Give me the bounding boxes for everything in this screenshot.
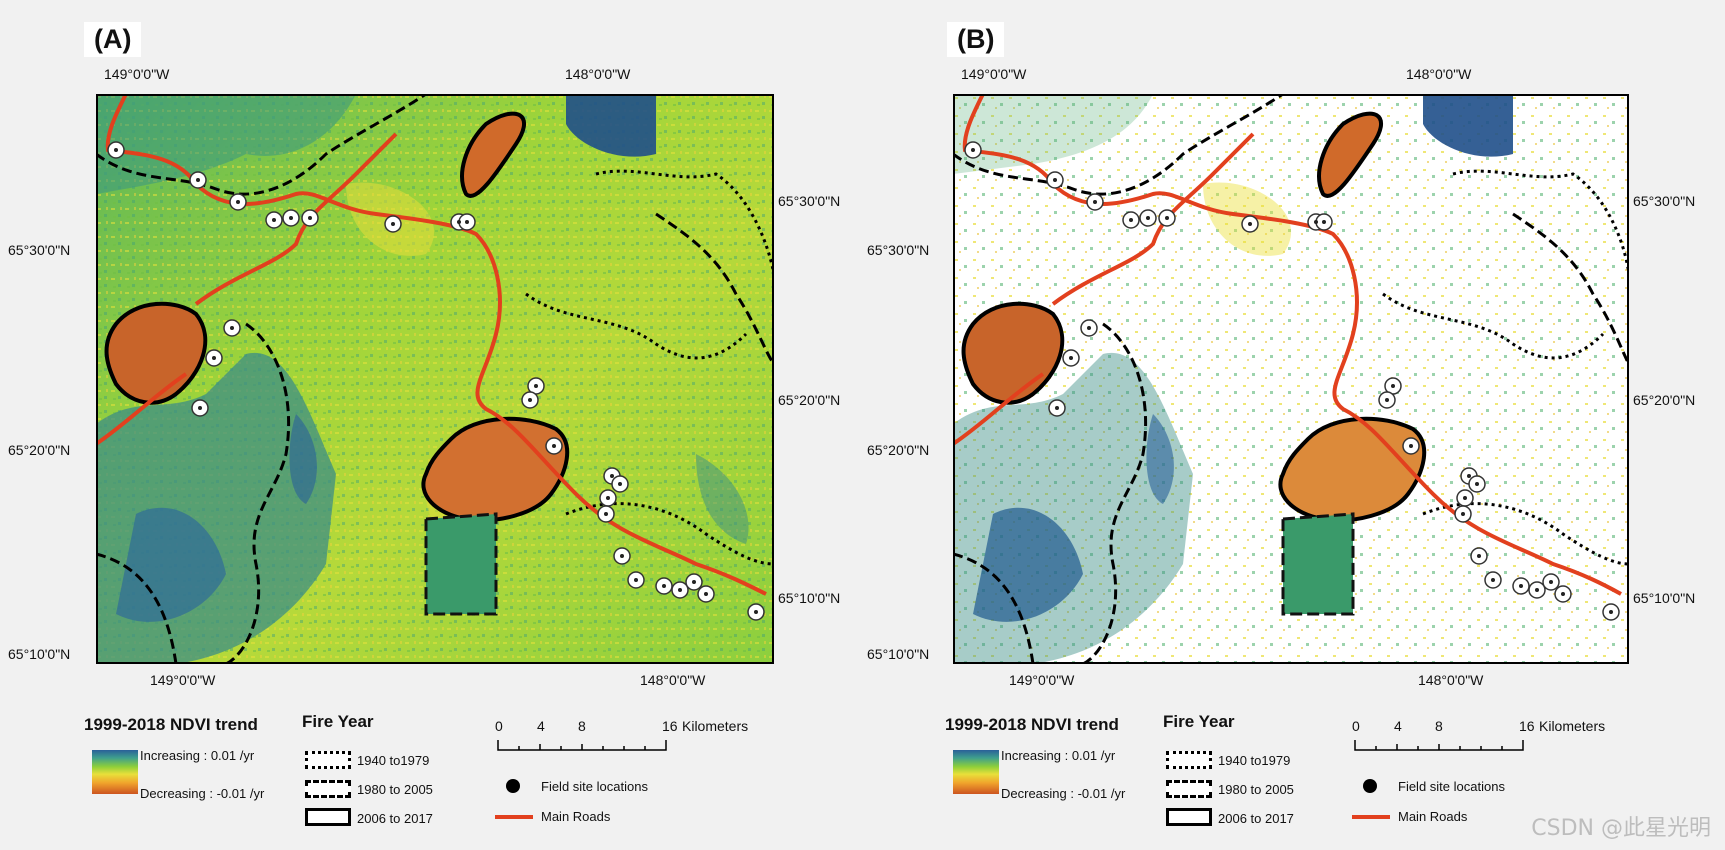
ndvi-significant-trend-map [953,94,1629,664]
scale-tick-8: 8 [578,718,586,734]
fire-perimeter-1980-2005 [953,94,1284,196]
field-site-legend-label: Field site locations [1398,779,1505,794]
fire-year-title: Fire Year [302,712,374,731]
fire-label-2006-2017: 2006 to 2017 [357,811,433,826]
coord-right-upper: 65°30'0"N [1633,193,1696,209]
coord-right-middle: 65°20'0"N [1633,392,1696,408]
fire-label-1980-2005: 1980 to 2005 [357,782,433,797]
coord-left-lower: 65°10'0"N [867,646,930,662]
ndvi-gradient-swatch [92,750,138,794]
coord-left-middle: 65°20'0"N [8,442,71,458]
panel-label: (A) [84,22,142,57]
panel-b: (B) 149°0'0"W 148°0'0"W 65°30'0"N 65°20'… [863,0,1725,850]
road-legend-symbol [1352,815,1390,819]
ndvi-decreasing-label: Decreasing : -0.01 /yr [140,786,265,801]
field-site-centers [971,148,1613,614]
scale-tick-16: 16 [1519,718,1535,734]
coord-right-lower: 65°10'0"N [778,590,841,606]
scale-tick-4: 4 [1394,718,1402,734]
ndvi-decreasing-label: Decreasing : -0.01 /yr [1001,786,1126,801]
panel-label: (B) [947,22,1005,57]
coord-left-upper: 65°30'0"N [8,242,71,258]
field-site-legend-label: Field site locations [541,779,648,794]
scale-unit: Kilometers [1539,718,1606,734]
fire-label-1980-2005: 1980 to 2005 [1218,782,1294,797]
scale-tick-0: 0 [1352,718,1360,734]
fire-swatch-1940-1979 [305,751,351,769]
burn-scar-north [1317,111,1384,198]
fire-perimeter-1940-1979 [1382,292,1605,360]
road-legend-label: Main Roads [1398,809,1468,824]
ndvi-legend-title: 1999-2018 NDVI trend [84,715,258,734]
watermark: CSDN @此星光明 [1531,816,1711,841]
coord-right-middle: 65°20'0"N [778,392,841,408]
fire-label-1940-1979: 1940 to1979 [357,753,430,768]
fire-label-2006-2017: 2006 to 2017 [1218,811,1294,826]
coord-top-left: 149°0'0"W [961,66,1027,82]
coord-bottom-right: 148°0'0"W [640,672,706,688]
ndvi-increasing-label: Increasing : 0.01 /yr [1001,748,1116,763]
scale-bar [497,740,667,751]
coord-right-lower: 65°10'0"N [1633,590,1696,606]
coord-left-upper: 65°30'0"N [867,242,930,258]
fire-swatch-2006-2017 [1166,808,1212,826]
burn-scar-north [460,111,527,198]
coord-right-upper: 65°30'0"N [778,193,841,209]
road-legend-label: Main Roads [541,809,611,824]
coord-bottom-right: 148°0'0"W [1418,672,1484,688]
fire-swatch-1980-2005 [1166,780,1212,798]
coord-top-right: 148°0'0"W [1406,66,1472,82]
scale-tick-16: 16 [662,718,678,734]
coord-bottom-left: 149°0'0"W [1009,672,1075,688]
scale-tick-0: 0 [495,718,503,734]
ndvi-increasing-label: Increasing : 0.01 /yr [140,748,255,763]
coord-bottom-left: 149°0'0"W [150,672,216,688]
ndvi-legend-title: 1999-2018 NDVI trend [945,715,1119,734]
field-site-legend-symbol [1363,779,1377,793]
fire-label-1940-1979: 1940 to1979 [1218,753,1291,768]
road-legend-symbol [495,815,533,819]
fire-swatch-1980-2005 [305,780,351,798]
panel-a: (A) 149°0'0"W 148°0'0"W 65°30'0"N 65°20'… [0,0,862,850]
fire-perimeter-1940-1979 [525,292,748,360]
fire-swatch-2006-2017 [305,808,351,826]
fire-perimeter-1980-2005 [96,94,427,196]
ndvi-gradient-swatch [953,750,999,794]
field-site-legend-symbol [506,779,520,793]
coord-left-middle: 65°20'0"N [867,442,930,458]
ndvi-trend-map [96,94,774,664]
coord-top-right: 148°0'0"W [565,66,631,82]
scale-bar [1354,740,1524,751]
scale-tick-4: 4 [537,718,545,734]
field-site-centers [114,148,758,614]
coord-top-left: 149°0'0"W [104,66,170,82]
fire-swatch-1940-1979 [1166,751,1212,769]
scale-tick-8: 8 [1435,718,1443,734]
scale-unit: Kilometers [682,718,749,734]
coord-left-lower: 65°10'0"N [8,646,71,662]
fire-year-title: Fire Year [1163,712,1235,731]
